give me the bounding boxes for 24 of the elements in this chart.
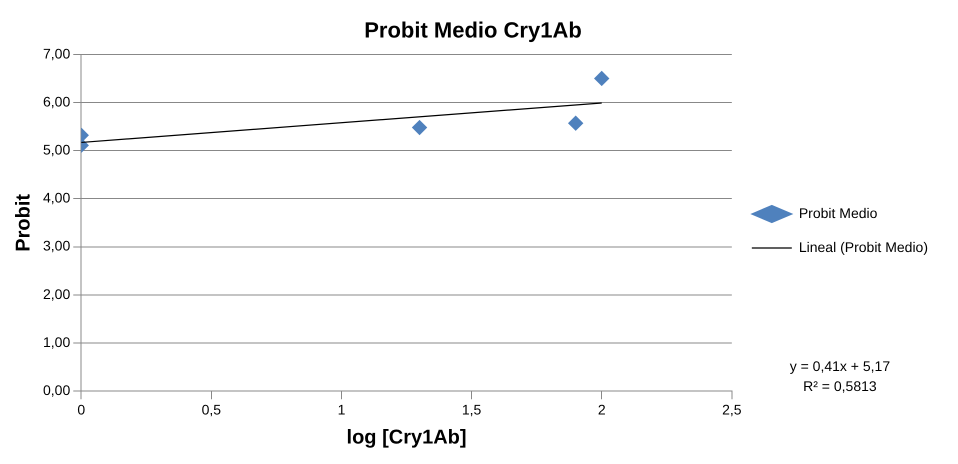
y-tick-label: 2,00 <box>43 286 70 302</box>
y-tick-label: 7,00 <box>43 45 70 62</box>
point <box>594 70 610 86</box>
x-tick-label: 2 <box>598 401 606 418</box>
y-tick-label: 3,00 <box>43 238 70 254</box>
x-axis-title: log [Cry1Ab] <box>346 426 467 449</box>
legend-label: Probit Medio <box>798 204 878 221</box>
point <box>568 116 584 131</box>
x-tick-label: 0 <box>77 401 86 418</box>
chart-title: Probit Medio Cry1Ab <box>364 17 582 42</box>
y-tick-label: 4,00 <box>43 190 70 206</box>
legend-label: Lineal (Probit Medio) <box>798 238 928 255</box>
y-tick-label: 6,00 <box>43 93 70 110</box>
text: R² = 0,5813 <box>803 378 877 394</box>
x-tick-label: 0,5 <box>202 401 222 418</box>
y-tick-label: 5,00 <box>43 141 70 158</box>
y-tick-label: 1,00 <box>43 334 70 350</box>
text: y = 0,41x + 5,17 <box>790 358 890 374</box>
point <box>412 120 428 136</box>
x-tick-label: 1,5 <box>462 401 482 418</box>
y-tick-label: 0,00 <box>43 382 70 398</box>
x-tick-label: 1 <box>338 401 346 418</box>
x-tick-label: 2,5 <box>722 401 742 418</box>
y-axis-title: Probit <box>12 194 35 252</box>
